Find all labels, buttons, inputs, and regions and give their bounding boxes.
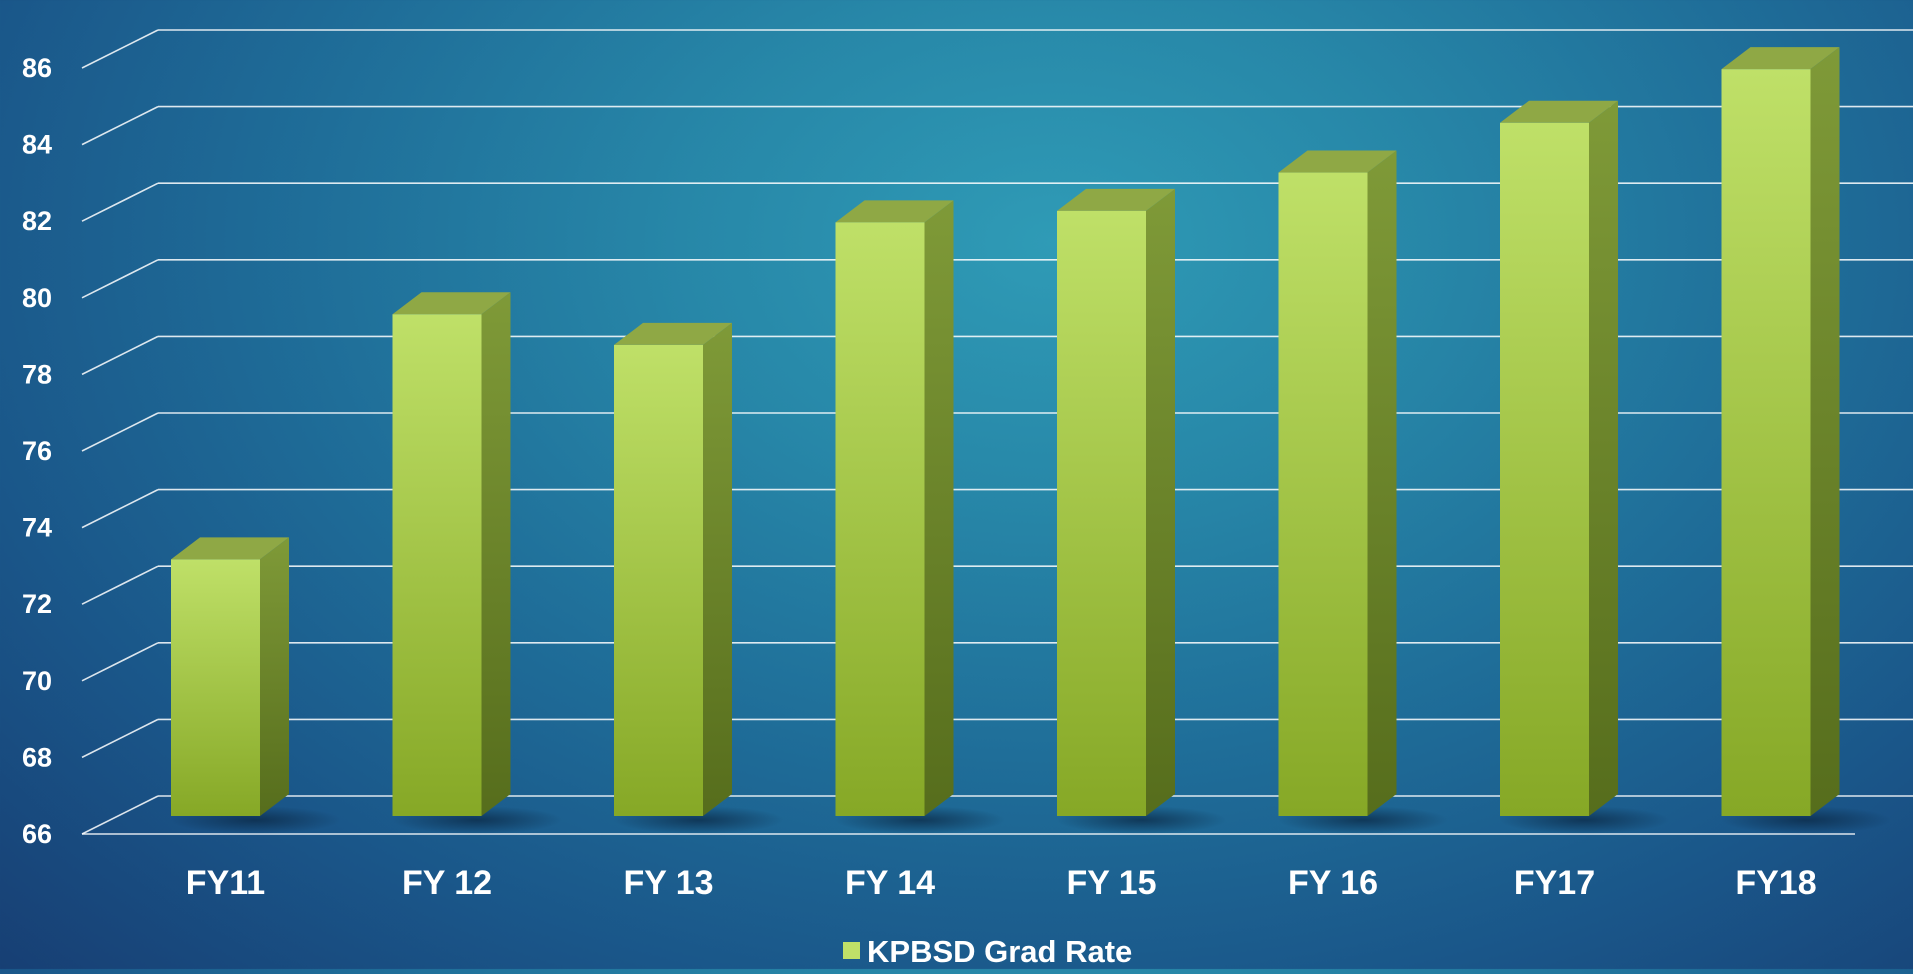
bar-front xyxy=(1500,122,1589,816)
bar-front xyxy=(392,314,482,816)
legend-label-kpbsd-grad-rate: KPBSD Grad Rate xyxy=(867,934,1132,969)
grid-lines xyxy=(81,29,1913,835)
grid-line-diagonal xyxy=(81,29,159,69)
x-tick-label: FY 16 xyxy=(1288,864,1378,902)
bar-fy-15 xyxy=(1056,188,1227,834)
legend: KPBSD Grad Rate xyxy=(843,934,1132,969)
grid-line-diagonal xyxy=(81,795,159,835)
bar-top xyxy=(171,537,289,560)
bar-side xyxy=(260,537,289,816)
bar-front xyxy=(835,222,925,817)
bar-fy-14 xyxy=(835,200,1005,834)
y-tick-label: 76 xyxy=(22,436,52,466)
bar-top xyxy=(1721,47,1840,70)
y-tick-label: 80 xyxy=(22,283,52,313)
grid-line-diagonal xyxy=(81,565,159,605)
bars xyxy=(170,47,1891,834)
y-axis-tick-labels: 66 68 70 72 74 76 78 80 82 84 86 xyxy=(22,53,52,849)
bar-top xyxy=(614,322,732,345)
x-tick-label: FY 13 xyxy=(623,864,713,902)
bar-fy-13 xyxy=(613,322,784,834)
bar-top xyxy=(1278,150,1397,173)
bar-side xyxy=(1810,47,1840,816)
grid-line-diagonal xyxy=(81,259,159,299)
x-tick-label: FY17 xyxy=(1514,864,1595,902)
grid-line-diagonal xyxy=(81,412,159,452)
bar-front xyxy=(1721,69,1811,816)
bar-top xyxy=(1057,188,1175,211)
bar-top xyxy=(1500,100,1618,123)
x-tick-label: FY 12 xyxy=(402,864,492,902)
bar-fy-12 xyxy=(392,292,562,834)
y-tick-label: 84 xyxy=(22,130,52,160)
y-tick-label: 68 xyxy=(22,742,52,772)
x-axis-tick-labels: FY11 FY 12 FY 13 FY 14 FY 15 FY 16 FY17 FY18 xyxy=(186,864,1817,902)
y-tick-label: 70 xyxy=(22,666,52,696)
y-tick-label: 82 xyxy=(22,206,52,236)
grid-line-diagonal xyxy=(81,105,159,146)
bar-fy-16 xyxy=(1278,150,1448,834)
x-tick-label: FY18 xyxy=(1735,864,1816,902)
bar-fy18 xyxy=(1721,47,1891,834)
legend-swatch xyxy=(843,942,860,959)
bar-front xyxy=(1278,172,1368,816)
y-tick-label: 86 xyxy=(22,53,52,83)
y-tick-label: 78 xyxy=(22,359,52,389)
bar-fy17 xyxy=(1499,100,1670,834)
grid-line-diagonal xyxy=(81,642,159,682)
grid-line-diagonal xyxy=(81,335,159,376)
grid-line-diagonal xyxy=(81,718,159,759)
y-tick-label: 72 xyxy=(22,589,52,619)
bar-fy11 xyxy=(170,537,341,834)
bar-top xyxy=(392,292,511,315)
bar-side xyxy=(924,200,954,817)
x-tick-label: FY 15 xyxy=(1066,864,1156,902)
bar-side xyxy=(1367,150,1397,816)
bar-side xyxy=(1146,188,1175,817)
x-tick-label: FY 14 xyxy=(845,864,935,902)
bar-side xyxy=(481,292,511,816)
grid-line-diagonal xyxy=(81,182,159,222)
bar-front xyxy=(171,559,260,816)
y-tick-label: 66 xyxy=(22,819,52,849)
y-tick-label: 74 xyxy=(22,513,52,543)
grid-line-diagonal xyxy=(81,488,159,529)
bar-front xyxy=(1057,210,1146,817)
x-tick-label: FY11 xyxy=(186,864,265,902)
bar-side xyxy=(703,322,732,816)
bar-front xyxy=(614,344,703,816)
bar-side xyxy=(1589,100,1618,816)
bar-top xyxy=(835,200,954,223)
